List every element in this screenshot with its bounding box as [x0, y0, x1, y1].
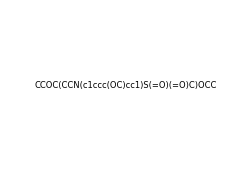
Text: CCOC(CCN(c1ccc(OC)cc1)S(=O)(=O)C)OCC: CCOC(CCN(c1ccc(OC)cc1)S(=O)(=O)C)OCC: [35, 81, 217, 90]
